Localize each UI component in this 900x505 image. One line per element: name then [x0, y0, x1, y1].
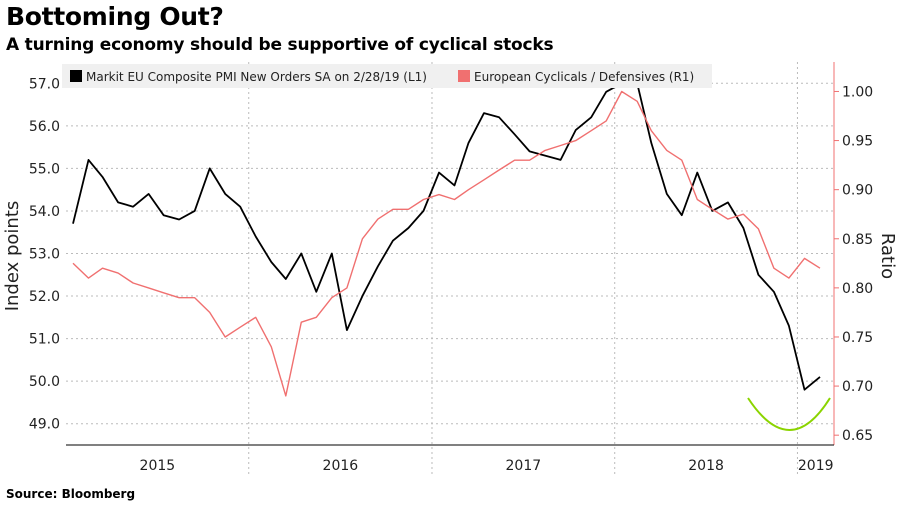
left-tick-label: 56.0 [29, 119, 60, 135]
gridlines [66, 62, 835, 475]
chart-title: Bottoming Out? [6, 2, 224, 31]
left-tick-label: 57.0 [29, 76, 60, 92]
x-tick-label: 2018 [688, 458, 724, 474]
legend-background [62, 64, 712, 88]
legend-label-ratio: European Cyclicals / Defensives (R1) [474, 70, 694, 84]
right-tick-label: 0.65 [842, 428, 873, 444]
chart-subtitle: A turning economy should be supportive o… [6, 35, 554, 55]
left-tick-label: 53.0 [29, 247, 60, 263]
left-tick-label: 55.0 [29, 161, 60, 177]
left-tick-label: 49.0 [29, 417, 60, 433]
series-group [72, 82, 821, 397]
x-tick-label: 2019 [798, 458, 834, 474]
series-line-pmi [72, 82, 821, 391]
x-tick-label: 2016 [323, 458, 359, 474]
x-axis-ticks: 2015 2016 2017 2018 2019 [140, 458, 834, 474]
right-tick-label: 0.70 [842, 379, 873, 395]
left-tick-label: 50.0 [29, 374, 60, 390]
x-tick-label: 2017 [506, 458, 542, 474]
left-axis-title: Index points [2, 201, 23, 312]
legend: Markit EU Composite PMI New Orders SA on… [62, 64, 712, 88]
left-axis-ticks: 49.0 50.0 51.0 52.0 53.0 54.0 55.0 56.0 57.0 [29, 76, 60, 432]
legend-swatch-ratio [458, 70, 470, 82]
right-tick-label: 0.90 [842, 183, 873, 199]
right-tick-label: 0.85 [842, 232, 873, 248]
right-axis-title: Ratio [877, 233, 898, 279]
series-line-ratio [72, 90, 821, 397]
right-tick-label: 1.00 [842, 84, 873, 100]
right-axis-ticks: 0.65 0.70 0.75 0.80 0.85 0.90 0.95 1.00 [834, 84, 873, 444]
legend-label-pmi: Markit EU Composite PMI New Orders SA on… [86, 70, 427, 84]
right-tick-label: 0.95 [842, 134, 873, 150]
legend-swatch-pmi [70, 70, 82, 82]
bottoming-highlight-arc [747, 397, 831, 431]
x-tick-label: 2015 [140, 458, 176, 474]
left-tick-label: 54.0 [29, 204, 60, 220]
left-tick-label: 51.0 [29, 332, 60, 348]
right-tick-label: 0.80 [842, 281, 873, 297]
source-note: Source: Bloomberg [6, 487, 136, 501]
right-tick-label: 0.75 [842, 330, 873, 346]
left-tick-label: 52.0 [29, 289, 60, 305]
